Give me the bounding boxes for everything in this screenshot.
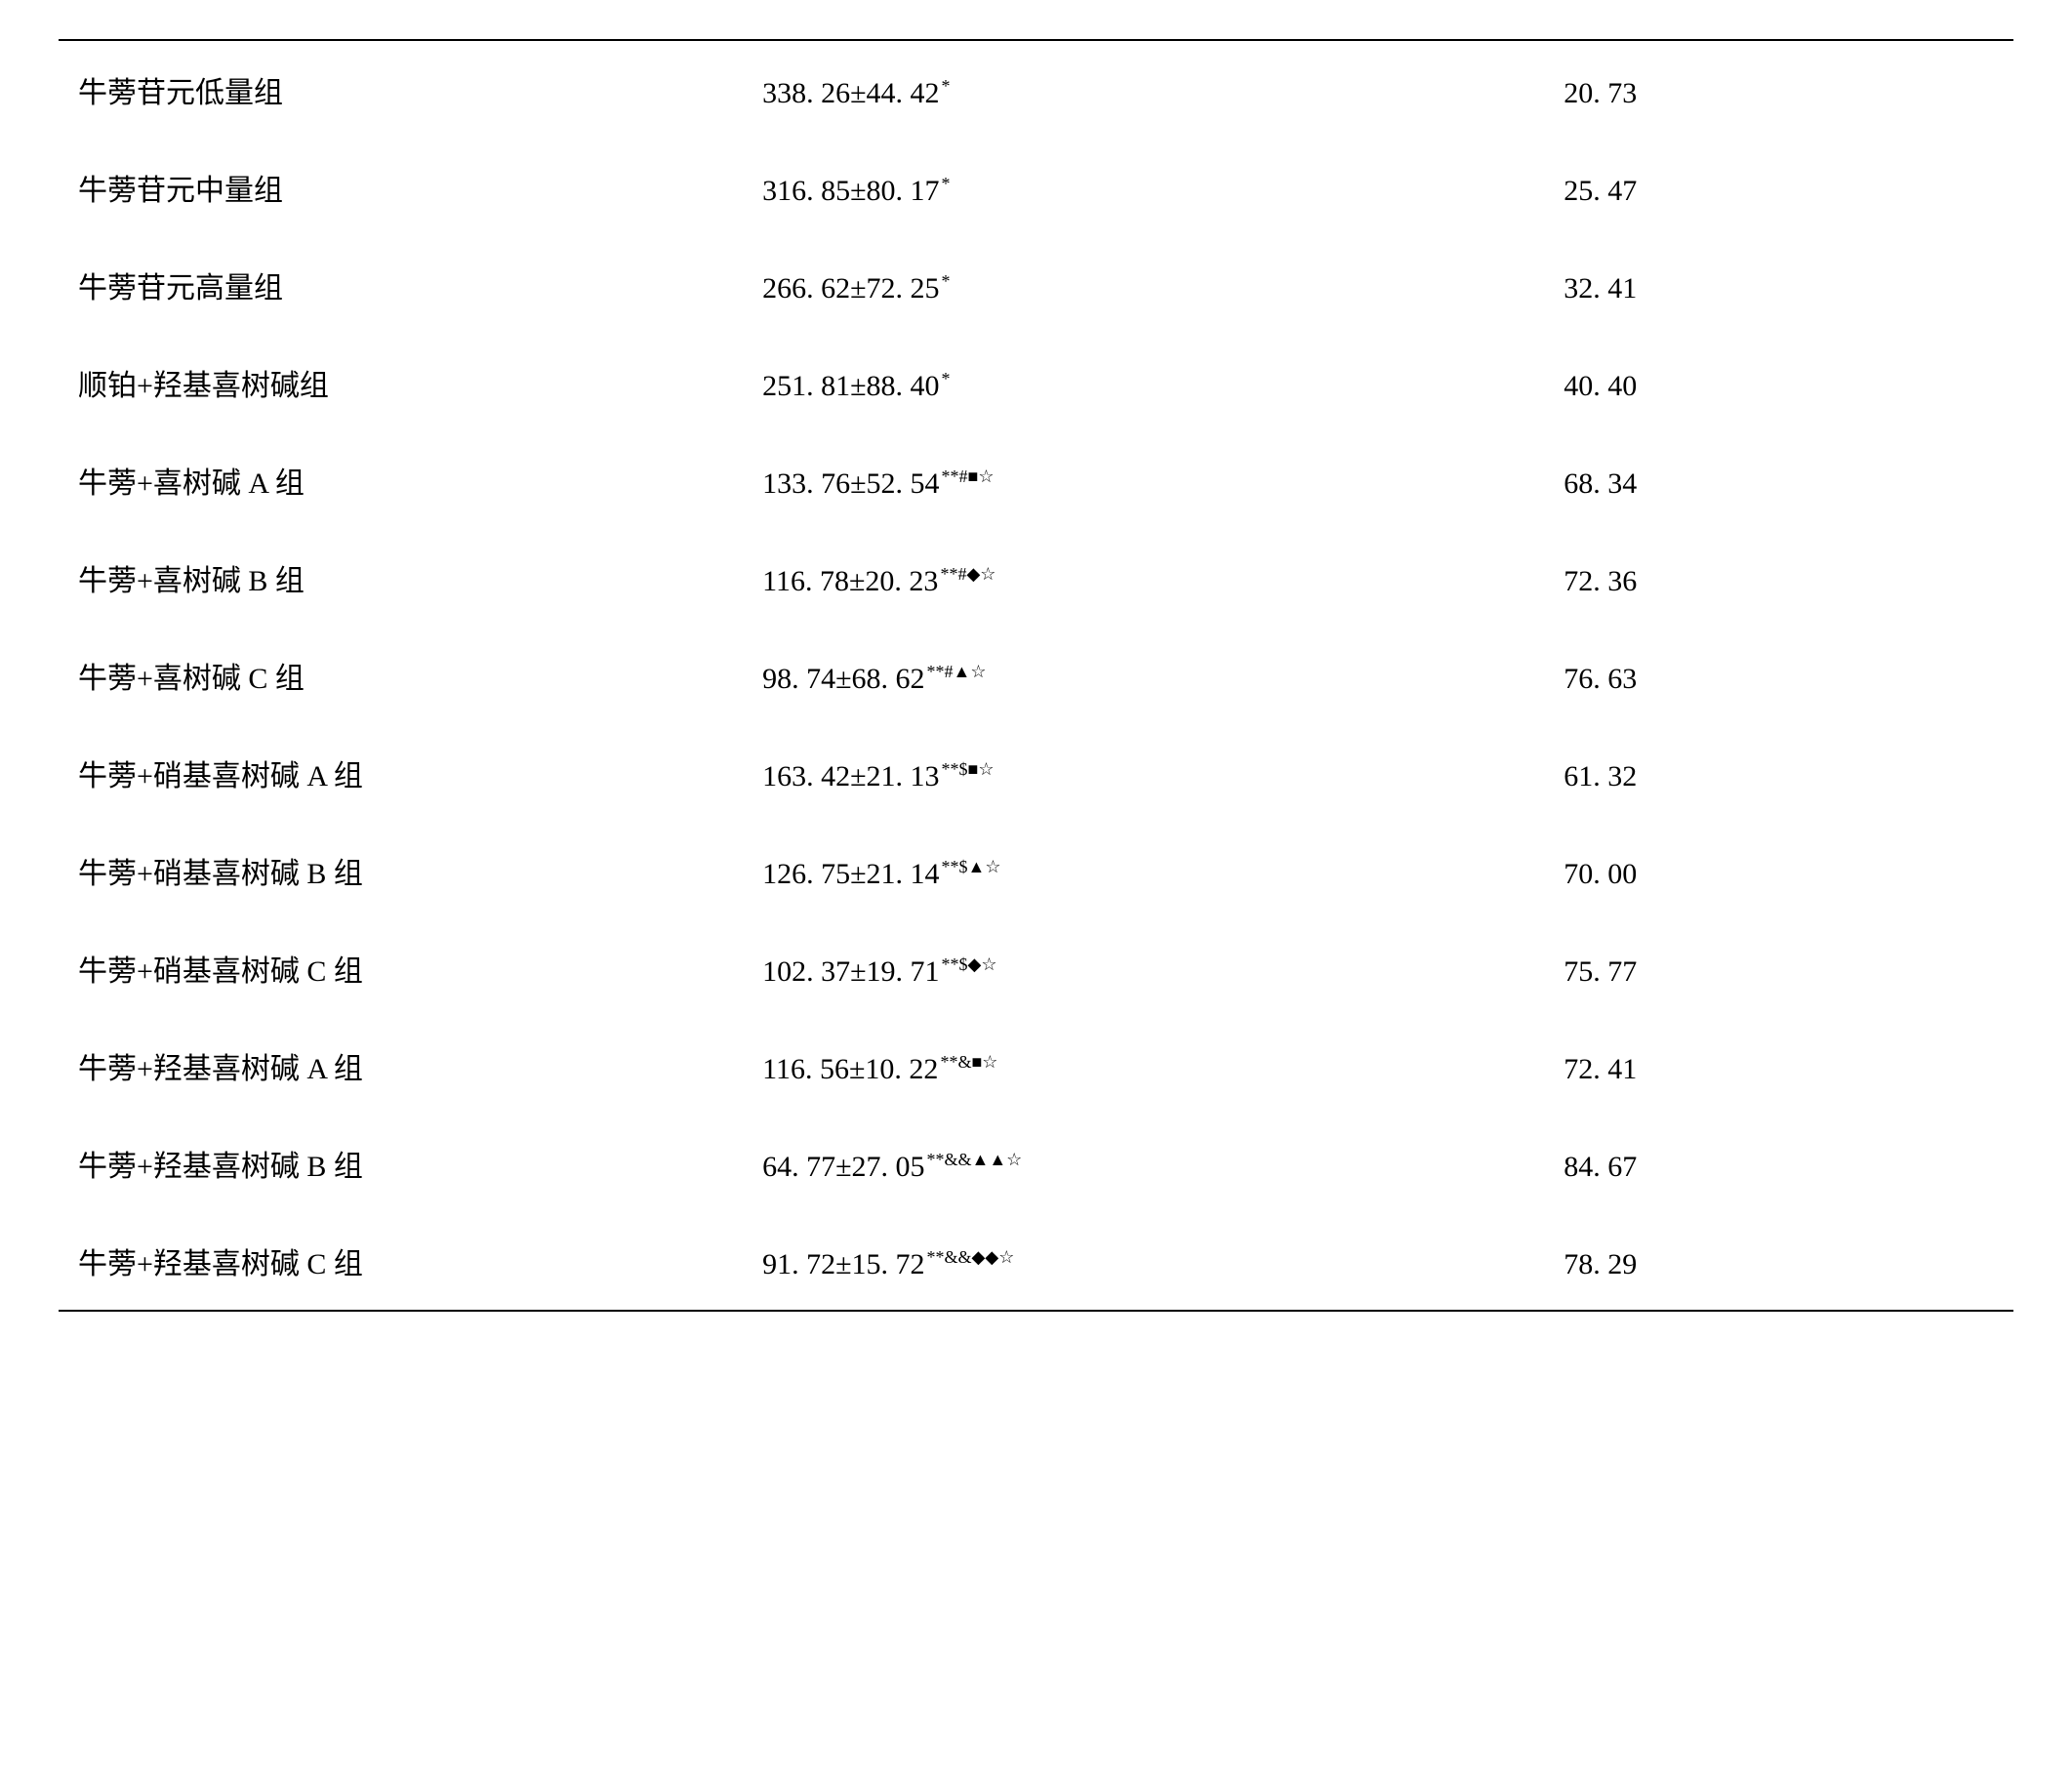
value-cell: 116. 56±10. 22**&■☆ [762,1053,1544,1086]
table-row: 牛蒡+喜树碱 A 组133. 76±52. 54**#■☆ 68. 34 [59,431,2013,529]
value-wrapper: 116. 56±10. 22**&■☆ [762,1053,997,1086]
percent-cell: 25. 47 [1544,175,2013,208]
group-name-cell: 牛蒡+喜树碱 B 组 [59,556,762,599]
value-wrapper: 116. 78±20. 23**#◆☆ [762,565,995,598]
value-superscript: **$▲☆ [942,857,1001,876]
value-superscript: **#◆☆ [940,564,995,584]
table-row: 牛蒡苷元中量组316. 85±80. 17* 25. 47 [59,139,2013,236]
group-name-cell: 牛蒡+喜树碱 A 组 [59,459,762,502]
table-row: 牛蒡+羟基喜树碱 B 组64. 77±27. 05**&&▲▲☆ 84. 67 [59,1115,2013,1212]
value-text: 163. 42±21. 13 [762,760,939,792]
value-text: 133. 76±52. 54 [762,467,939,500]
percent-cell: 40. 40 [1544,370,2013,403]
table-row: 牛蒡+喜树碱 C 组98. 74±68. 62**#▲☆ 76. 63 [59,627,2013,724]
value-text: 98. 74±68. 62 [762,663,924,695]
value-superscript: * [942,369,951,388]
table-row: 牛蒡苷元高量组266. 62±72. 25* 32. 41 [59,236,2013,334]
data-table: 牛蒡苷元低量组338. 26±44. 42*20. 73牛蒡苷元中量组316. … [59,39,2013,1312]
value-wrapper: 251. 81±88. 40* [762,370,950,403]
group-name-cell: 牛蒡苷元低量组 [59,68,762,111]
value-text: 116. 78±20. 23 [762,565,938,597]
value-wrapper: 163. 42±21. 13**$■☆ [762,760,994,793]
value-text: 64. 77±27. 05 [762,1151,924,1183]
percent-cell: 70. 00 [1544,858,2013,891]
percent-cell: 76. 63 [1544,663,2013,696]
group-name-cell: 牛蒡+羟基喜树碱 C 组 [59,1239,762,1282]
table-row: 牛蒡苷元低量组338. 26±44. 42* 20. 73 [59,41,2013,139]
value-superscript: **#■☆ [942,467,995,486]
value-wrapper: 126. 75±21. 14**$▲☆ [762,858,1000,891]
value-superscript: **&&◆◆☆ [927,1247,1015,1267]
value-cell: 251. 81±88. 40* [762,370,1544,403]
percent-cell: 78. 29 [1544,1248,2013,1281]
group-name-cell: 牛蒡+硝基喜树碱 C 组 [59,947,762,990]
value-text: 102. 37±19. 71 [762,955,939,988]
value-text: 251. 81±88. 40 [762,370,939,402]
value-cell: 133. 76±52. 54**#■☆ [762,467,1544,501]
value-superscript: **#▲☆ [927,662,987,681]
value-wrapper: 98. 74±68. 62**#▲☆ [762,663,986,696]
value-wrapper: 316. 85±80. 17* [762,175,950,208]
table-row: 牛蒡+喜树碱 B 组116. 78±20. 23**#◆☆ 72. 36 [59,529,2013,627]
value-cell: 98. 74±68. 62**#▲☆ [762,663,1544,696]
group-name-cell: 顺铂+羟基喜树碱组 [59,361,762,404]
value-wrapper: 64. 77±27. 05**&&▲▲☆ [762,1151,1022,1184]
table-row: 牛蒡+硝基喜树碱 B 组126. 75±21. 14**$▲☆ 70. 00 [59,822,2013,919]
table-row: 牛蒡+硝基喜树碱 C 组102. 37±19. 71**$◆☆ 75. 77 [59,919,2013,1017]
group-name-cell: 牛蒡+羟基喜树碱 A 组 [59,1044,762,1087]
value-cell: 266. 62±72. 25* [762,272,1544,305]
value-cell: 163. 42±21. 13**$■☆ [762,760,1544,793]
percent-cell: 84. 67 [1544,1151,2013,1184]
value-cell: 126. 75±21. 14**$▲☆ [762,858,1544,891]
value-wrapper: 133. 76±52. 54**#■☆ [762,467,994,501]
value-text: 116. 56±10. 22 [762,1053,938,1085]
value-text: 91. 72±15. 72 [762,1248,924,1280]
table-bottom-rule [59,1310,2013,1312]
value-superscript: * [942,174,951,193]
value-text: 266. 62±72. 25 [762,272,939,304]
table-body: 牛蒡苷元低量组338. 26±44. 42*20. 73牛蒡苷元中量组316. … [59,41,2013,1310]
table-row: 牛蒡+羟基喜树碱 A 组116. 56±10. 22**&■☆ 72. 41 [59,1017,2013,1115]
value-wrapper: 338. 26±44. 42* [762,77,950,110]
value-text: 126. 75±21. 14 [762,858,939,890]
value-superscript: * [942,76,951,96]
group-name-cell: 牛蒡+羟基喜树碱 B 组 [59,1142,762,1185]
table-row: 牛蒡+羟基喜树碱 C 组91. 72±15. 72**&&◆◆☆ 78. 29 [59,1212,2013,1310]
value-superscript: **$■☆ [942,759,995,779]
group-name-cell: 牛蒡+硝基喜树碱 B 组 [59,849,762,892]
value-text: 316. 85±80. 17 [762,175,939,207]
group-name-cell: 牛蒡+喜树碱 C 组 [59,654,762,697]
table-row: 牛蒡+硝基喜树碱 A 组163. 42±21. 13**$■☆ 61. 32 [59,724,2013,822]
value-cell: 116. 78±20. 23**#◆☆ [762,565,1544,598]
percent-cell: 61. 32 [1544,760,2013,793]
value-wrapper: 266. 62±72. 25* [762,272,950,305]
group-name-cell: 牛蒡苷元中量组 [59,166,762,209]
group-name-cell: 牛蒡苷元高量组 [59,264,762,306]
value-cell: 102. 37±19. 71**$◆☆ [762,955,1544,989]
table-row: 顺铂+羟基喜树碱组251. 81±88. 40* 40. 40 [59,334,2013,431]
percent-cell: 20. 73 [1544,77,2013,110]
value-cell: 316. 85±80. 17* [762,175,1544,208]
group-name-cell: 牛蒡+硝基喜树碱 A 组 [59,751,762,794]
value-cell: 64. 77±27. 05**&&▲▲☆ [762,1151,1544,1184]
percent-cell: 72. 41 [1544,1053,2013,1086]
percent-cell: 68. 34 [1544,467,2013,501]
value-cell: 338. 26±44. 42* [762,77,1544,110]
value-superscript: **&■☆ [940,1052,997,1072]
value-superscript: **&&▲▲☆ [927,1150,1023,1169]
percent-cell: 72. 36 [1544,565,2013,598]
value-text: 338. 26±44. 42 [762,77,939,109]
value-cell: 91. 72±15. 72**&&◆◆☆ [762,1248,1544,1281]
percent-cell: 75. 77 [1544,955,2013,989]
value-superscript: **$◆☆ [942,954,997,974]
percent-cell: 32. 41 [1544,272,2013,305]
value-wrapper: 102. 37±19. 71**$◆☆ [762,955,996,989]
value-wrapper: 91. 72±15. 72**&&◆◆☆ [762,1248,1014,1281]
value-superscript: * [942,271,951,291]
